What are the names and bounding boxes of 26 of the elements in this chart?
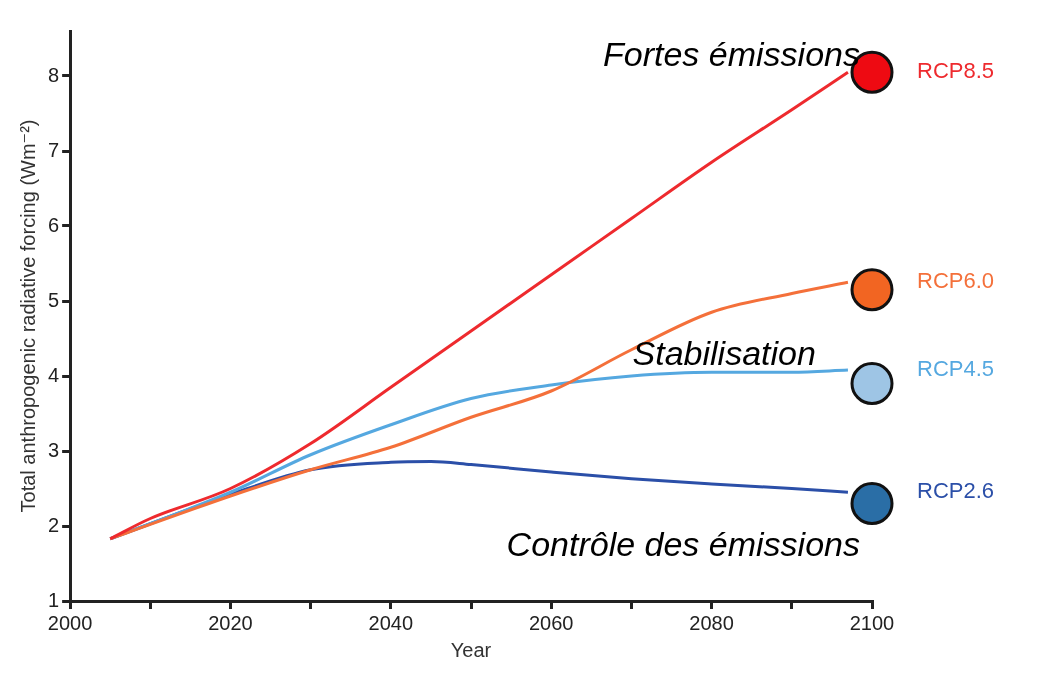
- x-tick-label: 2100: [849, 611, 895, 634]
- x-tick-label: 2040: [368, 611, 414, 634]
- point: [850, 268, 894, 312]
- y-tick-label: 3: [48, 438, 60, 461]
- y-tick-label: 6: [48, 213, 60, 236]
- text: RCP8.5: [917, 58, 995, 84]
- text: RCP4.5: [917, 356, 995, 382]
- y-tick-label: 7: [48, 138, 60, 161]
- point: [850, 362, 894, 405]
- y-tick-label: 4: [48, 363, 60, 386]
- annotation: Stabilisation: [632, 334, 816, 373]
- text: RCP2.6: [917, 478, 995, 504]
- x-tick-label: 2000: [47, 611, 93, 634]
- x-axis-title: Year: [450, 638, 492, 661]
- x-tick-label: 2060: [529, 611, 574, 634]
- x-tick-label: 2080: [689, 611, 734, 634]
- annotation: Contrôle des émissions: [506, 525, 860, 564]
- annotation: Fortes émissions: [603, 35, 860, 74]
- y-tick-label: 8: [48, 63, 60, 86]
- y-tick-label: 5: [48, 288, 60, 311]
- y-tick-label: 2: [48, 513, 60, 536]
- x-tick-label: 2020: [208, 611, 253, 634]
- point: [850, 482, 894, 525]
- y-axis-title: Total anthropogenic radiative forcing (Wm⁻²): [16, 119, 39, 513]
- y-tick-label: 1: [48, 588, 60, 611]
- text: RCP6.0: [917, 268, 995, 294]
